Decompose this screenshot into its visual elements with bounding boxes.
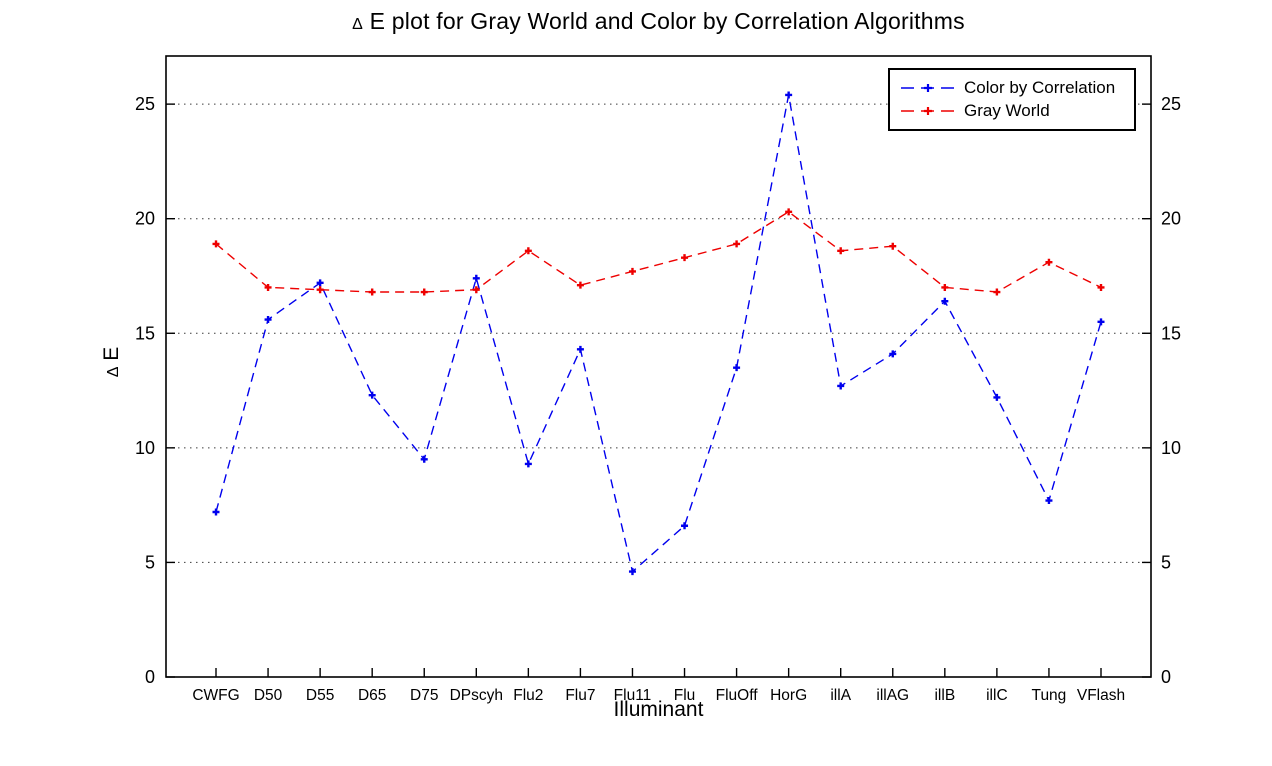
data-point-marker-color-by-correlation: [316, 279, 324, 287]
data-point-marker-gray-world: [1045, 258, 1053, 266]
data-point-marker-color-by-correlation: [681, 522, 689, 530]
y-tick-label-right: 10: [1161, 438, 1181, 458]
data-point-marker-gray-world: [524, 247, 532, 255]
series-line-color-by-correlation: [215, 94, 1102, 573]
data-point-marker-color-by-correlation: [368, 391, 376, 399]
data-point-marker-color-by-correlation: [785, 91, 793, 99]
x-tick-label: Flu: [674, 687, 696, 704]
data-point-marker-color-by-correlation: [628, 568, 636, 576]
y-tick-label-right: 5: [1161, 552, 1171, 572]
x-tick-label: CWFG: [192, 687, 239, 704]
y-tick-label-right: 0: [1161, 667, 1171, 687]
data-point-marker-gray-world: [420, 288, 428, 296]
x-tick-label: D50: [254, 687, 283, 704]
x-tick-label: Flu2: [513, 687, 543, 704]
data-point-marker-color-by-correlation: [1097, 318, 1105, 326]
data-point-marker-color-by-correlation: [993, 393, 1001, 401]
data-point-marker-color-by-correlation: [941, 297, 949, 305]
y-tick-label-right: 20: [1161, 209, 1181, 229]
data-point-marker-color-by-correlation: [889, 350, 897, 358]
data-point-marker-gray-world: [837, 247, 845, 255]
data-point-marker-gray-world: [264, 283, 272, 291]
delta-symbol: Δ: [352, 16, 364, 33]
legend-label: Color by Correlation: [964, 77, 1116, 97]
x-tick-label: FluOff: [716, 687, 759, 704]
y-axis-label-text: E: [100, 346, 123, 367]
data-point-marker-gray-world: [576, 281, 584, 289]
data-point-marker-gray-world: [472, 286, 480, 294]
x-tick-label: illA: [830, 687, 851, 704]
series-line-gray-world: [215, 210, 1102, 293]
data-point-marker-gray-world: [733, 240, 741, 248]
data-point-marker-gray-world: [212, 240, 220, 248]
x-tick-label: D55: [306, 687, 334, 704]
x-tick-label: Tung: [1032, 687, 1067, 704]
data-point-marker-color-by-correlation: [1045, 497, 1053, 505]
data-point-marker-gray-world: [628, 267, 636, 275]
legend-label: Gray World: [964, 101, 1050, 120]
y-tick-label-left: 20: [135, 209, 155, 229]
data-point-marker-gray-world: [681, 254, 689, 262]
y-tick-label-left: 15: [135, 323, 155, 343]
plot-border: [165, 55, 1152, 678]
x-tick-label: illAG: [876, 687, 909, 704]
x-axis-label: Illuminant: [613, 698, 704, 721]
x-tick-label: illC: [986, 687, 1008, 704]
delta-symbol: Δ: [105, 366, 122, 378]
data-point-marker-color-by-correlation: [420, 455, 428, 463]
x-tick-label: illB: [934, 687, 955, 704]
y-tick-label-left: 0: [145, 667, 155, 687]
data-point-marker-gray-world: [1097, 283, 1105, 291]
x-tick-label: D75: [410, 687, 438, 704]
legend-line-sample-icon: [901, 83, 955, 92]
legend-line-sample-icon: [901, 107, 955, 116]
data-point-marker-color-by-correlation: [524, 460, 532, 468]
y-tick-label-left: 25: [135, 94, 155, 114]
y-axis-label: Δ E: [100, 347, 124, 378]
y-tick-label-left: 10: [135, 438, 155, 458]
x-tick-label: D65: [358, 687, 386, 704]
data-point-marker-gray-world: [785, 208, 793, 216]
legend-entry-color-by-correlation: Color by Correlation: [899, 78, 1134, 98]
legend-entry-gray-world: Gray World: [899, 101, 1134, 121]
y-tick-label-left: 5: [145, 552, 155, 572]
chart-title-text: E plot for Gray World and Color by Corre…: [363, 8, 965, 34]
data-point-marker-color-by-correlation: [212, 508, 220, 516]
x-tick-label: DPscyh: [450, 687, 503, 704]
data-point-marker-color-by-correlation: [837, 382, 845, 390]
data-point-marker-gray-world: [316, 286, 324, 294]
x-tick-label: Flu11: [614, 687, 652, 704]
data-point-marker-gray-world: [993, 288, 1001, 296]
legend: Color by Correlation Gray World: [888, 68, 1136, 131]
data-point-marker-color-by-correlation: [264, 316, 272, 324]
x-tick-label: HorG: [770, 687, 807, 704]
y-tick-label-right: 25: [1161, 94, 1181, 114]
chart-title: Δ E plot for Gray World and Color by Cor…: [166, 8, 1151, 35]
data-point-marker-gray-world: [889, 242, 897, 250]
data-point-marker-color-by-correlation: [472, 274, 480, 282]
data-point-marker-color-by-correlation: [733, 364, 741, 372]
x-tick-label: VFlash: [1077, 687, 1125, 704]
data-point-marker-color-by-correlation: [576, 345, 584, 353]
y-tick-label-right: 15: [1161, 323, 1181, 343]
x-tick-label: Flu7: [565, 687, 595, 704]
data-point-marker-gray-world: [941, 283, 949, 291]
data-point-marker-gray-world: [368, 288, 376, 296]
